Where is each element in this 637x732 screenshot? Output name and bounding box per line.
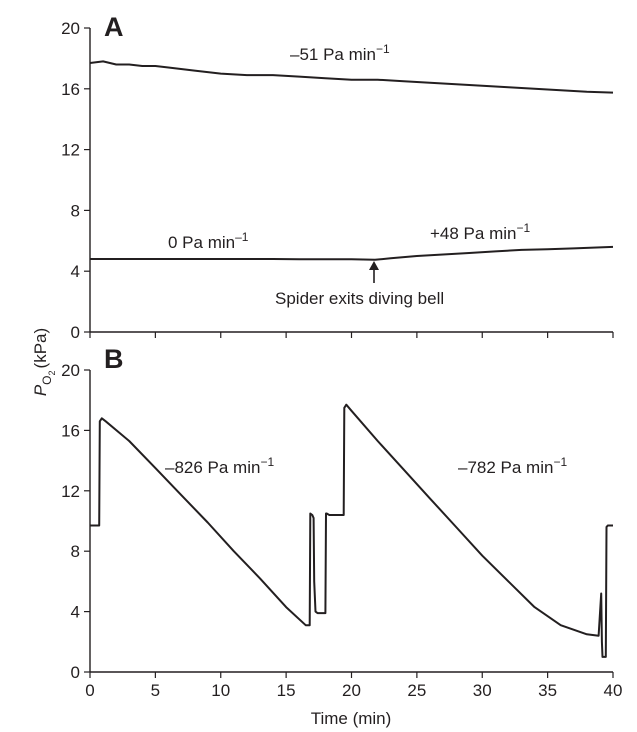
panel-label-a: A [104,12,124,42]
exit-arrow-head [369,261,379,270]
panel-b-x-tick-label: 5 [151,681,160,700]
panel-b-y-tick-label: 0 [71,663,80,682]
panel-b-x-tick-label: 10 [211,681,230,700]
panel-b-ticks: 0 4 8 12 16 20 0 5 10 15 20 25 30 35 40 [61,361,622,700]
panel-b-axes [89,370,613,673]
panel-a-lines [89,60,614,261]
x-axis-label: Time (min) [311,709,392,728]
annotation-rate-second-decline: –782 Pa min−1 [458,455,567,477]
panel-b-x-tick-label: 20 [342,681,361,700]
panel-a: A 0 4 8 12 16 20 –51 Pa min−1 0 Pa min–1 +48 … [61,12,614,342]
panel-b-y-tick-label: 4 [71,603,80,622]
panel-b-series-line-1 [90,403,613,658]
panel-b-y-tick-label: 8 [71,542,80,561]
panel-a-axes [89,28,613,333]
y-axis-label: PO2(kPa) [31,328,57,396]
annotation-rate-zero: 0 Pa min–1 [168,230,249,252]
panel-a-y-tick-label: 16 [61,80,80,99]
panel-a-series-line-1 [89,60,614,94]
panel-a-y-tick-label: 4 [71,262,80,281]
panel-b-y-tick-label: 16 [61,421,80,440]
panel-b-x-tick-label: 15 [277,681,296,700]
annotation-rate-upper: –51 Pa min−1 [290,42,390,64]
panel-a-y-tick-label: 0 [71,323,80,342]
panel-b-x-tick-label: 0 [85,681,94,700]
panel-a-y-tick-label: 12 [61,141,80,160]
panel-b-x-tick-label: 40 [604,681,623,700]
panel-label-b: B [104,344,124,374]
annotation-spider-exit: Spider exits diving bell [275,289,444,308]
panel-b-lines [90,403,613,658]
panel-a-y-tick-label: 20 [61,19,80,38]
annotation-rate-first-decline: –826 Pa min−1 [165,455,274,477]
panel-b-y-tick-label: 12 [61,482,80,501]
panel-a-ticks: 0 4 8 12 16 20 [61,19,614,342]
panel-b-x-tick-label: 30 [473,681,492,700]
panel-b-x-tick-label: 35 [538,681,557,700]
panel-a-y-tick-label: 8 [71,201,80,220]
exit-arrow [369,261,379,283]
panel-b-x-tick-label: 25 [407,681,426,700]
panel-a-series-line-2 [90,245,614,261]
annotation-rate-rise: +48 Pa min−1 [430,221,530,243]
panel-b-y-tick-label: 20 [61,361,80,380]
panel-b: B 0 4 8 12 16 20 0 5 10 15 20 25 30 35 40 –826 Pa min−… [61,344,622,700]
